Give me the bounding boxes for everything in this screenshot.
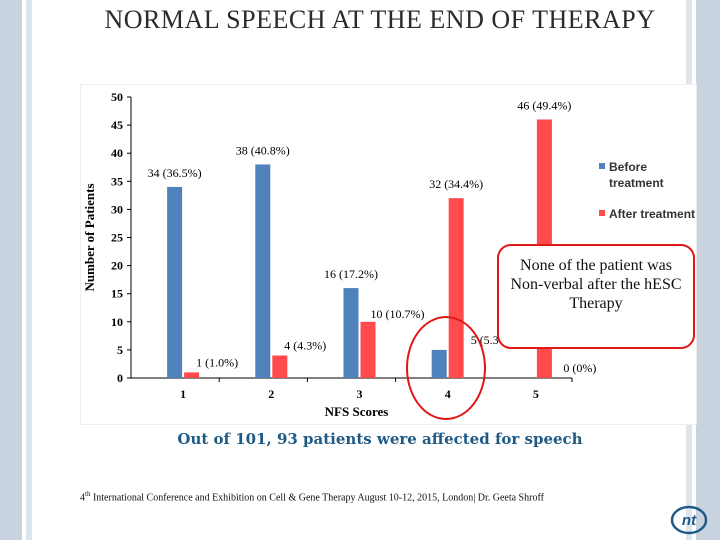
y-tick-label: 30 bbox=[111, 202, 123, 216]
footer-ordinal: 4 bbox=[80, 492, 85, 504]
x-axis-label: NFS Scores bbox=[325, 404, 389, 419]
legend-label-before-line2: treatment bbox=[609, 176, 664, 190]
footer-ordinal-suffix: th bbox=[85, 490, 91, 498]
legend-swatch-after bbox=[599, 210, 605, 216]
highlight-ellipse bbox=[406, 316, 486, 420]
bar-after bbox=[184, 372, 200, 378]
x-tick-label: 3 bbox=[357, 387, 363, 401]
data-label-before: 0 (0%) bbox=[563, 361, 596, 375]
data-label-after: 1 (1.0%) bbox=[196, 355, 238, 369]
data-label-after: 10 (10.7%) bbox=[371, 307, 425, 321]
data-label-before: 38 (40.8%) bbox=[236, 143, 290, 157]
bar-after bbox=[360, 321, 376, 378]
y-tick-label: 0 bbox=[117, 371, 123, 385]
x-tick-label: 2 bbox=[268, 387, 274, 401]
nt-logo: nt bbox=[670, 505, 708, 535]
legend-swatch-before bbox=[599, 163, 605, 169]
legend-label-after: After treatment bbox=[609, 207, 695, 221]
footer-credit: 4th International Conference and Exhibit… bbox=[80, 490, 680, 503]
y-tick-label: 20 bbox=[111, 259, 123, 273]
data-label-after: 46 (49.4%) bbox=[517, 98, 571, 112]
left-decor-stripe bbox=[0, 0, 32, 540]
footer-text: International Conference and Exhibition … bbox=[90, 492, 544, 504]
x-tick-label: 1 bbox=[180, 387, 186, 401]
y-tick-label: 35 bbox=[111, 174, 123, 188]
bar-before bbox=[255, 164, 271, 378]
bar-before bbox=[167, 186, 183, 378]
x-tick-label: 5 bbox=[533, 387, 539, 401]
logo-text: nt bbox=[682, 512, 697, 529]
data-label-before: 16 (17.2%) bbox=[324, 267, 378, 281]
y-tick-label: 50 bbox=[111, 90, 123, 104]
slide-subtitle: Out of 101, 93 patients were affected fo… bbox=[177, 430, 583, 448]
data-label-before: 34 (36.5%) bbox=[148, 166, 202, 180]
data-label-after: 32 (34.4%) bbox=[429, 177, 483, 191]
y-tick-label: 45 bbox=[111, 118, 123, 132]
legend-label-before: Before bbox=[609, 160, 647, 174]
y-axis-label: Number of Patients bbox=[82, 183, 97, 291]
y-tick-label: 10 bbox=[111, 315, 123, 329]
data-label-after: 4 (4.3%) bbox=[284, 339, 326, 353]
bar-before bbox=[343, 288, 359, 378]
y-tick-label: 40 bbox=[111, 146, 123, 160]
bar-after bbox=[272, 355, 288, 378]
callout-box: None of the patient was Non-verbal after… bbox=[497, 244, 695, 349]
slide-title: NORMAL SPEECH AT THE END OF THERAPY bbox=[104, 5, 656, 34]
y-tick-label: 25 bbox=[111, 231, 123, 245]
y-tick-label: 15 bbox=[111, 287, 123, 301]
y-tick-label: 5 bbox=[117, 343, 123, 357]
